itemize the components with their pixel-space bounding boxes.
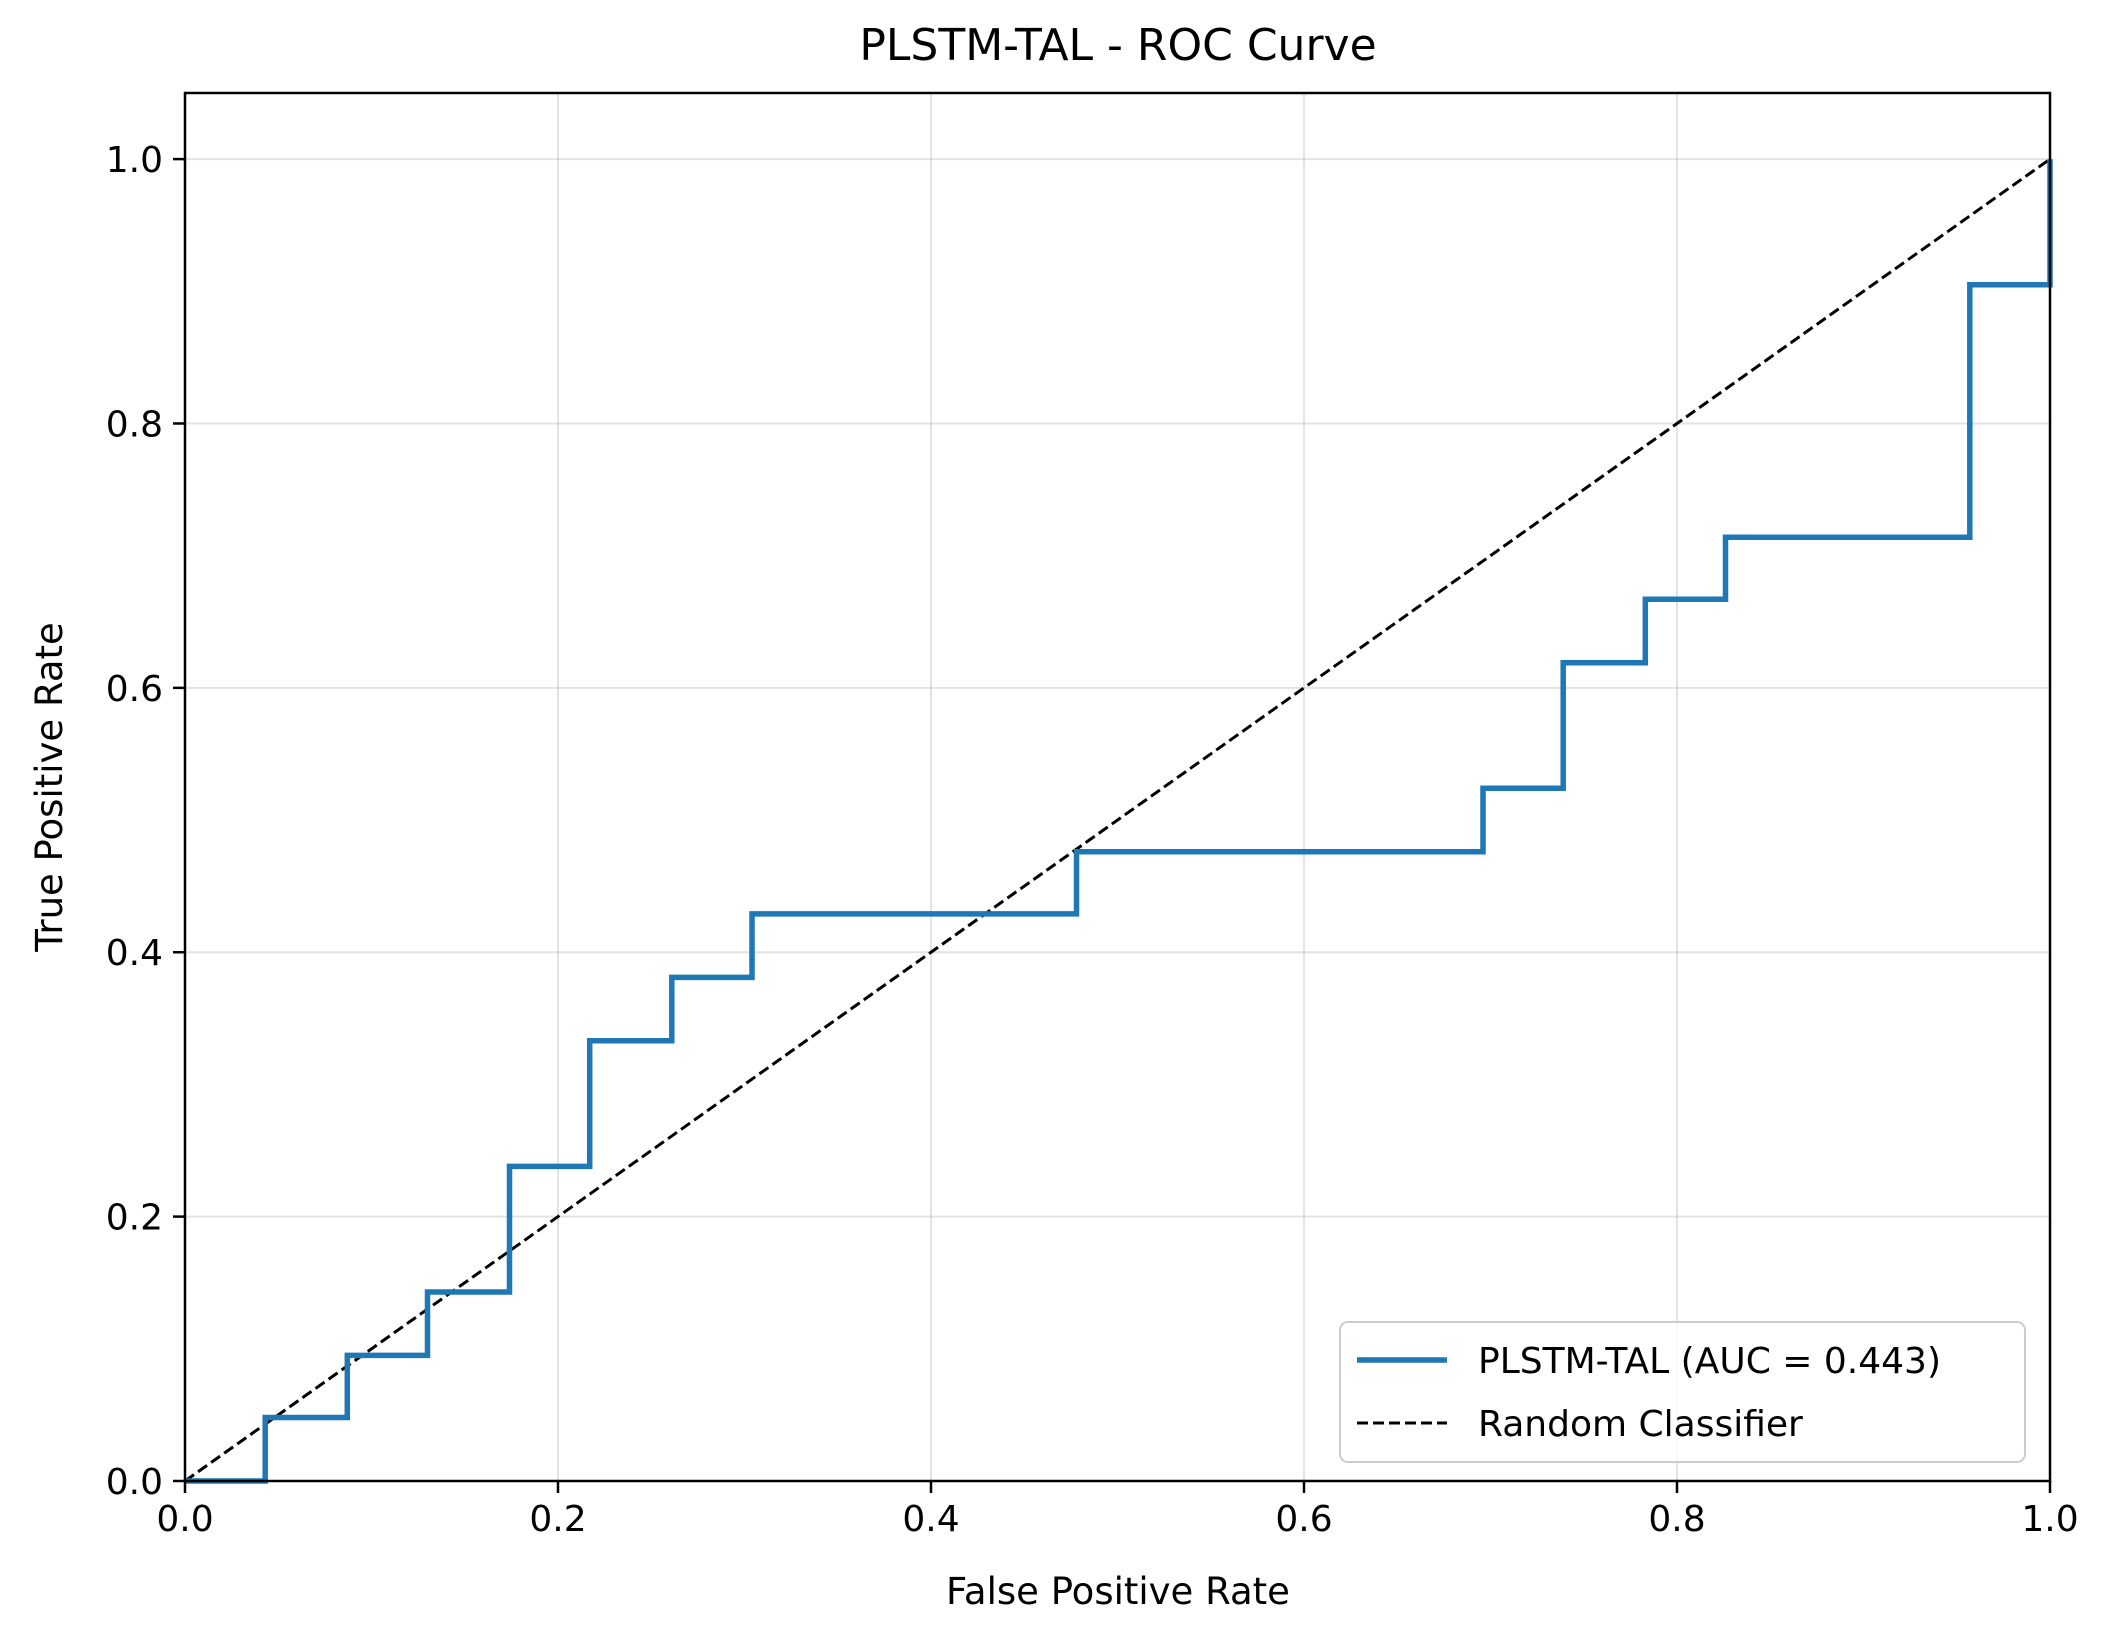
x-tick-label: 0.6 [1275,1499,1332,1540]
y-tick-label: 0.2 [106,1198,163,1239]
x-axis-label: False Positive Rate [946,1570,1290,1613]
y-axis-label: True Positive Rate [28,622,71,953]
legend: PLSTM-TAL (AUC = 0.443) Random Classifie… [1339,1321,2026,1463]
y-tick-label: 0.6 [106,669,163,710]
x-tick-label: 0.4 [902,1499,959,1540]
x-tick-label: 1.0 [2021,1499,2078,1540]
grid-lines [184,93,2051,1482]
series-line-plstm-tal-auc-0-443 [185,159,2053,1484]
legend-box [1339,1321,2026,1463]
legend-label-random-classifier: Random Classifier [1478,1404,1803,1445]
chart-title: PLSTM-TAL - ROC Curve [859,20,1376,71]
legend-label-plstm-tal: PLSTM-TAL (AUC = 0.443) [1478,1341,1941,1382]
plot-series [184,157,2053,1484]
x-tick-label: 0.2 [529,1499,586,1540]
series-line-random-classifier [184,157,2051,1483]
x-tick-label: 0.0 [156,1499,213,1540]
x-tick-label: 0.8 [1648,1499,1705,1540]
axis-ticks: 0.0 0.2 0.4 0.6 0.8 1.0 0.0 0.2 0.4 0.6 0.8 1.0 [106,140,2079,1540]
y-tick-label: 0.4 [106,933,163,974]
plot-area-frame [183,91,2052,1483]
y-tick-label: 1.0 [106,140,163,181]
y-tick-label: 0.0 [106,1462,163,1503]
y-tick-label: 0.8 [106,404,163,445]
